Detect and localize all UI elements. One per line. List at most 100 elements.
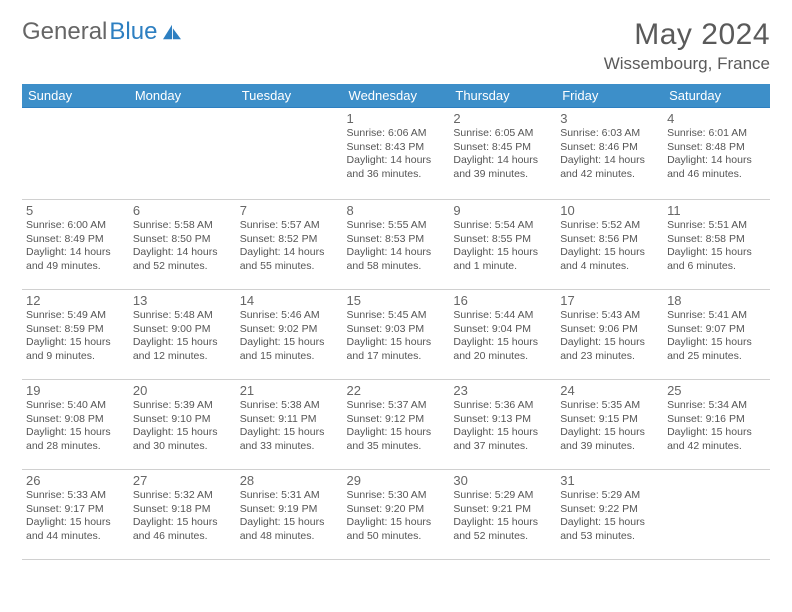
calendar-row: 1Sunrise: 6:06 AMSunset: 8:43 PMDaylight… xyxy=(22,108,770,200)
day-info: Sunrise: 5:57 AMSunset: 8:52 PMDaylight:… xyxy=(240,219,339,274)
day-info: Sunrise: 5:58 AMSunset: 8:50 PMDaylight:… xyxy=(133,219,232,274)
day-info: Sunrise: 6:03 AMSunset: 8:46 PMDaylight:… xyxy=(560,127,659,182)
page-header: GeneralBlue May 2024 Wissembourg, France xyxy=(22,18,770,74)
day-info: Sunrise: 5:30 AMSunset: 9:20 PMDaylight:… xyxy=(347,489,446,544)
day-number: 23 xyxy=(453,383,552,398)
day-number: 28 xyxy=(240,473,339,488)
day-info: Sunrise: 5:49 AMSunset: 8:59 PMDaylight:… xyxy=(26,309,125,364)
day-info: Sunrise: 5:46 AMSunset: 9:02 PMDaylight:… xyxy=(240,309,339,364)
weekday-header-row: SundayMondayTuesdayWednesdayThursdayFrid… xyxy=(22,84,770,108)
weekday-header: Sunday xyxy=(22,84,129,108)
weekday-header: Saturday xyxy=(663,84,770,108)
calendar-cell: 27Sunrise: 5:32 AMSunset: 9:18 PMDayligh… xyxy=(129,470,236,560)
calendar-cell: 17Sunrise: 5:43 AMSunset: 9:06 PMDayligh… xyxy=(556,290,663,380)
day-info: Sunrise: 6:01 AMSunset: 8:48 PMDaylight:… xyxy=(667,127,766,182)
calendar-cell: 21Sunrise: 5:38 AMSunset: 9:11 PMDayligh… xyxy=(236,380,343,470)
day-number: 10 xyxy=(560,203,659,218)
calendar-cell: 24Sunrise: 5:35 AMSunset: 9:15 PMDayligh… xyxy=(556,380,663,470)
calendar-cell: 12Sunrise: 5:49 AMSunset: 8:59 PMDayligh… xyxy=(22,290,129,380)
calendar-row: 26Sunrise: 5:33 AMSunset: 9:17 PMDayligh… xyxy=(22,470,770,560)
day-info: Sunrise: 5:34 AMSunset: 9:16 PMDaylight:… xyxy=(667,399,766,454)
month-title: May 2024 xyxy=(604,18,770,52)
day-number: 7 xyxy=(240,203,339,218)
calendar-cell: 28Sunrise: 5:31 AMSunset: 9:19 PMDayligh… xyxy=(236,470,343,560)
calendar-cell: 15Sunrise: 5:45 AMSunset: 9:03 PMDayligh… xyxy=(343,290,450,380)
day-info: Sunrise: 5:36 AMSunset: 9:13 PMDaylight:… xyxy=(453,399,552,454)
calendar-cell: 8Sunrise: 5:55 AMSunset: 8:53 PMDaylight… xyxy=(343,200,450,290)
day-number: 9 xyxy=(453,203,552,218)
day-number: 14 xyxy=(240,293,339,308)
day-number: 1 xyxy=(347,111,446,126)
day-number: 15 xyxy=(347,293,446,308)
day-info: Sunrise: 6:06 AMSunset: 8:43 PMDaylight:… xyxy=(347,127,446,182)
brand-part2: Blue xyxy=(109,18,157,46)
weekday-header: Thursday xyxy=(449,84,556,108)
weekday-header: Tuesday xyxy=(236,84,343,108)
calendar-cell-empty xyxy=(236,108,343,200)
weekday-header: Monday xyxy=(129,84,236,108)
day-info: Sunrise: 5:45 AMSunset: 9:03 PMDaylight:… xyxy=(347,309,446,364)
day-info: Sunrise: 6:05 AMSunset: 8:45 PMDaylight:… xyxy=(453,127,552,182)
calendar-page: GeneralBlue May 2024 Wissembourg, France… xyxy=(0,0,792,560)
day-info: Sunrise: 5:38 AMSunset: 9:11 PMDaylight:… xyxy=(240,399,339,454)
day-number: 20 xyxy=(133,383,232,398)
day-info: Sunrise: 5:44 AMSunset: 9:04 PMDaylight:… xyxy=(453,309,552,364)
calendar-cell: 29Sunrise: 5:30 AMSunset: 9:20 PMDayligh… xyxy=(343,470,450,560)
calendar-cell-empty xyxy=(663,470,770,560)
day-number: 27 xyxy=(133,473,232,488)
location-label: Wissembourg, France xyxy=(604,54,770,74)
day-info: Sunrise: 5:32 AMSunset: 9:18 PMDaylight:… xyxy=(133,489,232,544)
day-info: Sunrise: 5:55 AMSunset: 8:53 PMDaylight:… xyxy=(347,219,446,274)
calendar-row: 5Sunrise: 6:00 AMSunset: 8:49 PMDaylight… xyxy=(22,200,770,290)
day-info: Sunrise: 5:51 AMSunset: 8:58 PMDaylight:… xyxy=(667,219,766,274)
calendar-cell: 2Sunrise: 6:05 AMSunset: 8:45 PMDaylight… xyxy=(449,108,556,200)
calendar-cell: 16Sunrise: 5:44 AMSunset: 9:04 PMDayligh… xyxy=(449,290,556,380)
calendar-cell: 6Sunrise: 5:58 AMSunset: 8:50 PMDaylight… xyxy=(129,200,236,290)
day-info: Sunrise: 5:31 AMSunset: 9:19 PMDaylight:… xyxy=(240,489,339,544)
title-block: May 2024 Wissembourg, France xyxy=(604,18,770,74)
day-number: 4 xyxy=(667,111,766,126)
day-number: 17 xyxy=(560,293,659,308)
calendar-row: 12Sunrise: 5:49 AMSunset: 8:59 PMDayligh… xyxy=(22,290,770,380)
day-number: 18 xyxy=(667,293,766,308)
calendar-cell: 18Sunrise: 5:41 AMSunset: 9:07 PMDayligh… xyxy=(663,290,770,380)
day-number: 2 xyxy=(453,111,552,126)
calendar-cell-empty xyxy=(129,108,236,200)
day-info: Sunrise: 5:37 AMSunset: 9:12 PMDaylight:… xyxy=(347,399,446,454)
day-number: 29 xyxy=(347,473,446,488)
calendar-cell: 22Sunrise: 5:37 AMSunset: 9:12 PMDayligh… xyxy=(343,380,450,470)
day-info: Sunrise: 5:40 AMSunset: 9:08 PMDaylight:… xyxy=(26,399,125,454)
calendar-cell-empty xyxy=(22,108,129,200)
day-info: Sunrise: 5:48 AMSunset: 9:00 PMDaylight:… xyxy=(133,309,232,364)
calendar-cell: 13Sunrise: 5:48 AMSunset: 9:00 PMDayligh… xyxy=(129,290,236,380)
calendar-table: SundayMondayTuesdayWednesdayThursdayFrid… xyxy=(22,84,770,560)
day-number: 3 xyxy=(560,111,659,126)
sail-icon xyxy=(161,23,183,41)
day-number: 24 xyxy=(560,383,659,398)
brand-part1: General xyxy=(22,18,107,46)
day-number: 16 xyxy=(453,293,552,308)
day-number: 31 xyxy=(560,473,659,488)
day-info: Sunrise: 5:52 AMSunset: 8:56 PMDaylight:… xyxy=(560,219,659,274)
calendar-cell: 11Sunrise: 5:51 AMSunset: 8:58 PMDayligh… xyxy=(663,200,770,290)
day-number: 12 xyxy=(26,293,125,308)
day-number: 30 xyxy=(453,473,552,488)
weekday-header: Wednesday xyxy=(343,84,450,108)
day-number: 19 xyxy=(26,383,125,398)
day-info: Sunrise: 5:41 AMSunset: 9:07 PMDaylight:… xyxy=(667,309,766,364)
day-info: Sunrise: 5:43 AMSunset: 9:06 PMDaylight:… xyxy=(560,309,659,364)
calendar-cell: 10Sunrise: 5:52 AMSunset: 8:56 PMDayligh… xyxy=(556,200,663,290)
calendar-cell: 19Sunrise: 5:40 AMSunset: 9:08 PMDayligh… xyxy=(22,380,129,470)
day-number: 26 xyxy=(26,473,125,488)
day-info: Sunrise: 5:39 AMSunset: 9:10 PMDaylight:… xyxy=(133,399,232,454)
calendar-cell: 31Sunrise: 5:29 AMSunset: 9:22 PMDayligh… xyxy=(556,470,663,560)
day-number: 5 xyxy=(26,203,125,218)
day-info: Sunrise: 5:33 AMSunset: 9:17 PMDaylight:… xyxy=(26,489,125,544)
calendar-cell: 4Sunrise: 6:01 AMSunset: 8:48 PMDaylight… xyxy=(663,108,770,200)
calendar-cell: 5Sunrise: 6:00 AMSunset: 8:49 PMDaylight… xyxy=(22,200,129,290)
calendar-row: 19Sunrise: 5:40 AMSunset: 9:08 PMDayligh… xyxy=(22,380,770,470)
day-number: 22 xyxy=(347,383,446,398)
day-number: 25 xyxy=(667,383,766,398)
calendar-cell: 9Sunrise: 5:54 AMSunset: 8:55 PMDaylight… xyxy=(449,200,556,290)
day-number: 21 xyxy=(240,383,339,398)
